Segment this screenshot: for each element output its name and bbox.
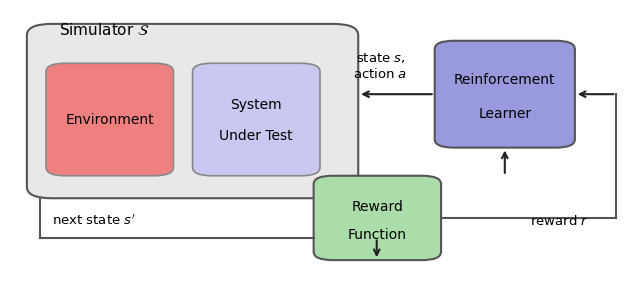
Text: state $s$,
action $a$: state $s$, action $a$ <box>353 51 408 81</box>
Text: Learner: Learner <box>478 107 531 121</box>
Text: Reinforcement: Reinforcement <box>454 73 556 87</box>
Text: Function: Function <box>348 228 407 242</box>
Text: Simulator $\mathcal{S}$: Simulator $\mathcal{S}$ <box>59 22 149 38</box>
Text: System: System <box>230 99 282 112</box>
FancyBboxPatch shape <box>435 41 575 148</box>
FancyBboxPatch shape <box>27 24 358 198</box>
Text: Under Test: Under Test <box>220 130 293 143</box>
FancyBboxPatch shape <box>314 176 441 260</box>
Text: Environment: Environment <box>65 112 154 126</box>
Text: Reward: Reward <box>351 200 403 214</box>
FancyBboxPatch shape <box>46 63 173 176</box>
Text: next state $s'$: next state $s'$ <box>52 214 136 228</box>
FancyBboxPatch shape <box>193 63 320 176</box>
Text: reward $r$: reward $r$ <box>529 214 588 228</box>
